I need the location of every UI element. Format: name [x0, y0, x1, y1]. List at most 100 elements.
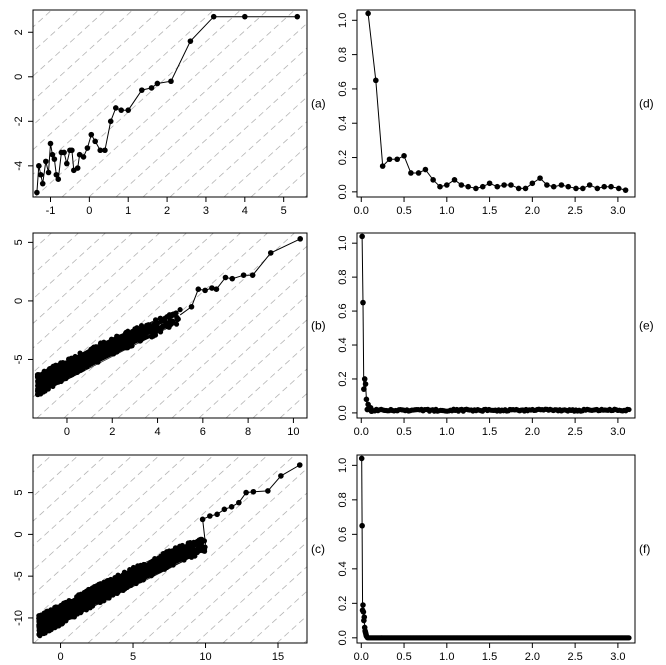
- data-point: [626, 406, 632, 413]
- y-tick-label: 0.2: [337, 150, 349, 165]
- data-point: [45, 169, 52, 176]
- y-tick-label: 0: [13, 531, 25, 537]
- data-point: [222, 274, 229, 281]
- grid-line: [198, 319, 307, 418]
- data-point: [88, 131, 95, 138]
- data-point: [168, 78, 174, 85]
- data-point: [265, 488, 271, 494]
- grid-line: [415, 233, 619, 418]
- grid-line: [33, 455, 134, 547]
- x-tick-label: 2: [109, 426, 115, 438]
- y-tick-label: 0.2: [337, 371, 349, 386]
- data-point: [61, 149, 67, 156]
- grid-line: [439, 455, 646, 643]
- grid-line: [442, 233, 646, 418]
- panel-c: 0 5 10 15 -10 -5 0 5 (c): [13, 454, 666, 663]
- grid-line: [33, 455, 242, 643]
- grid-line: [466, 455, 666, 643]
- grid-line: [277, 170, 307, 197]
- data-point: [473, 185, 479, 192]
- grid-line: [361, 233, 565, 418]
- data-point: [394, 156, 401, 163]
- series-line: [191, 238, 301, 307]
- panel-label: (a): [311, 97, 326, 111]
- y-tick-label: 0.0: [337, 405, 349, 420]
- grid-line: [33, 10, 160, 126]
- data-point: [601, 183, 608, 190]
- x-tick-label: 10: [199, 651, 211, 663]
- data-point: [529, 180, 536, 187]
- data-point: [508, 182, 514, 188]
- series-line: [371, 408, 630, 412]
- data-point: [451, 177, 458, 183]
- data-point: [430, 177, 436, 183]
- panel-f: 0.0 0.5 1.0 1.5 2.0 2.5 3.0 0.0 0.2 0.4 0.6 0.8 1.0 (…: [337, 454, 650, 663]
- data-point: [213, 286, 220, 293]
- y-tick-label: 0.4: [337, 337, 349, 352]
- x-tick-label: 5: [130, 651, 136, 663]
- data-point: [626, 635, 632, 641]
- data-point: [37, 171, 44, 178]
- x-tick-label: 1.0: [439, 426, 454, 438]
- data-point: [586, 182, 593, 188]
- data-point: [267, 250, 274, 256]
- x-tick-label: 8: [245, 426, 251, 438]
- grid-line: [33, 233, 160, 349]
- grid-line: [33, 455, 80, 498]
- grid-line: [33, 455, 161, 571]
- grid-line: [114, 467, 307, 643]
- grid-line: [117, 245, 307, 418]
- y-tick-label: 0.2: [337, 596, 349, 611]
- data-point: [544, 182, 550, 188]
- plot-frame: [32, 232, 308, 419]
- x-tick-label: 0.5: [396, 205, 411, 217]
- x-tick-label: 4: [154, 426, 160, 438]
- data-point: [458, 182, 465, 188]
- data-point: [358, 455, 365, 462]
- data-point: [177, 307, 183, 313]
- grid-line: [359, 10, 565, 197]
- y-tick-label: 0.8: [337, 492, 349, 507]
- data-point: [422, 166, 429, 173]
- data-point: [437, 183, 443, 190]
- data-layer: [358, 455, 632, 641]
- grid-line: [33, 233, 133, 324]
- y-tick-label: 0.6: [337, 303, 349, 318]
- y-tick-label: -5: [13, 571, 25, 581]
- data-point: [294, 13, 301, 20]
- data-point: [573, 185, 579, 192]
- grid-line: [467, 10, 666, 197]
- data-point: [84, 145, 91, 151]
- data-point: [154, 80, 161, 87]
- x-tick-label: 0.0: [354, 205, 369, 217]
- data-point: [479, 183, 486, 190]
- data-point: [74, 165, 81, 171]
- x-tick-label: 1: [125, 205, 131, 217]
- data-point: [64, 160, 70, 167]
- grid-line: [169, 71, 307, 197]
- grid-line: [385, 455, 592, 643]
- grid-line: [33, 10, 187, 151]
- grid-line: [413, 10, 619, 197]
- data-point: [494, 183, 501, 190]
- y-tick-label: 0.0: [337, 630, 349, 645]
- x-tick-label: 0.0: [354, 426, 369, 438]
- y-tick-label: 0.6: [337, 81, 349, 96]
- data-point: [379, 163, 386, 169]
- data-layer: [36, 462, 303, 639]
- data-point: [69, 147, 75, 154]
- panel-e: 0.0 0.5 1.0 1.5 2.0 2.5 3.0 0.0 0.2 0.4 0.6 0.8 1.0 (…: [337, 232, 654, 438]
- data-point: [242, 13, 248, 20]
- data-point: [622, 187, 629, 193]
- data-point: [361, 614, 368, 620]
- grid-line: [412, 455, 619, 643]
- data-point: [207, 513, 213, 519]
- x-tick-label: 15: [272, 651, 284, 663]
- data-point: [112, 105, 119, 111]
- grid-line: [304, 194, 307, 197]
- data-point: [34, 189, 40, 196]
- data-point: [53, 171, 60, 178]
- y-tick-label: -4: [13, 161, 25, 171]
- y-tick-label: -2: [13, 116, 25, 126]
